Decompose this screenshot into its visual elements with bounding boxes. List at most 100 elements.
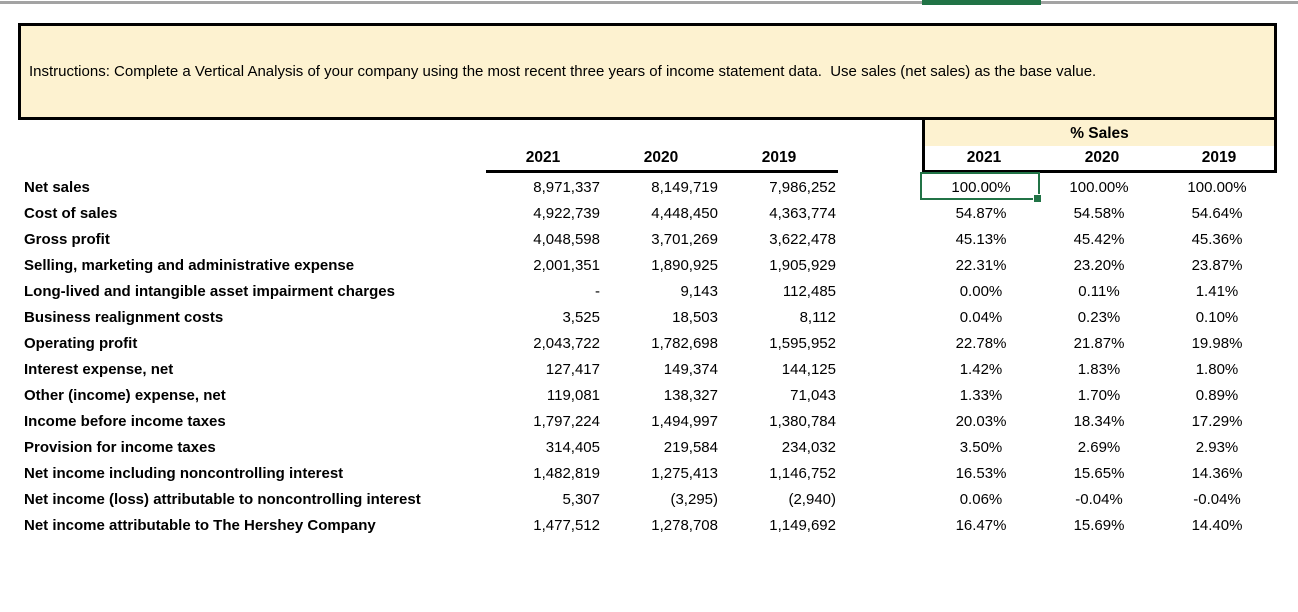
value-cell[interactable]: 1,782,698 [651,335,718,352]
value-cell[interactable]: 8,149,719 [651,179,718,196]
pct-cell[interactable]: 45.36% [1191,231,1243,248]
row-label[interactable]: Net income including noncontrolling inte… [24,465,344,482]
selected-cell-indicator[interactable] [920,172,1041,202]
pct-cell[interactable]: 14.40% [1191,517,1243,534]
row-label[interactable]: Net sales [24,179,90,196]
pct-cell[interactable]: 54.58% [1073,205,1125,222]
value-cell[interactable]: 1,797,224 [533,413,600,430]
row-label[interactable]: Operating profit [24,335,138,352]
pct-cell[interactable]: 22.78% [955,335,1007,352]
row-label[interactable]: Gross profit [24,231,110,248]
row-label[interactable]: Business realignment costs [24,309,224,326]
value-cell[interactable]: 1,278,708 [651,517,718,534]
row-label[interactable]: Provision for income taxes [24,439,216,456]
pct-cell[interactable]: 15.65% [1073,465,1125,482]
pct-cell[interactable]: 23.20% [1073,257,1125,274]
pct-cell[interactable]: 22.31% [955,257,1007,274]
value-cell[interactable]: 3,525 [562,309,600,326]
pct-cell[interactable]: 100.00% [1069,179,1129,196]
pct-cell[interactable]: 21.87% [1073,335,1125,352]
value-cell[interactable]: 1,482,819 [533,465,600,482]
pct-cell[interactable]: 1.80% [1195,361,1239,378]
value-cell[interactable]: 18,503 [672,309,718,326]
pct-cell[interactable]: 100.00% [951,179,1011,196]
pct-cell[interactable]: 54.87% [955,205,1007,222]
pct-cell[interactable]: -0.04% [1193,491,1241,508]
pct-cell[interactable]: 15.69% [1073,517,1125,534]
value-cell[interactable]: 7,986,252 [769,179,836,196]
pct-cell[interactable]: 3.50% [959,439,1003,456]
value-cell[interactable]: (2,940) [788,491,836,508]
value-cell[interactable]: 1,146,752 [769,465,836,482]
pct-cell[interactable]: 20.03% [955,413,1007,430]
fill-handle[interactable] [1033,194,1041,202]
value-cell[interactable]: 1,380,784 [769,413,836,430]
pct-cell[interactable]: 1.42% [959,361,1003,378]
value-cell[interactable]: 1,595,952 [769,335,836,352]
value-cell[interactable]: 1,494,997 [651,413,718,430]
pct-cell[interactable]: 16.47% [955,517,1007,534]
value-cell[interactable]: 8,971,337 [533,179,600,196]
pct-year-header-2019[interactable]: 2019 [1201,149,1237,166]
pct-year-header-2021[interactable]: 2021 [966,149,1002,166]
pct-cell[interactable]: 45.42% [1073,231,1125,248]
pct-cell[interactable]: 45.13% [955,231,1007,248]
value-cell[interactable]: 149,374 [663,361,718,378]
pct-cell[interactable]: 1.70% [1077,387,1121,404]
pct-cell[interactable]: 0.11% [1078,283,1120,300]
pct-cell[interactable]: 0.04% [959,309,1003,326]
pct-year-header-2020[interactable]: 2020 [1084,149,1120,166]
pct-cell[interactable]: 1.83% [1077,361,1121,378]
value-cell[interactable]: 8,112 [799,309,836,326]
year-header-2019[interactable]: 2019 [761,149,797,166]
row-label[interactable]: Selling, marketing and administrative ex… [24,257,355,274]
value-cell[interactable]: 71,043 [790,387,836,404]
value-cell[interactable]: 1,890,925 [651,257,718,274]
pct-cell[interactable]: 14.36% [1191,465,1243,482]
year-header-2020[interactable]: 2020 [643,149,679,166]
pct-cell[interactable]: 54.64% [1191,205,1243,222]
row-label[interactable]: Long-lived and intangible asset impairme… [24,283,395,300]
pct-cell[interactable]: 1.41% [1195,283,1239,300]
row-label[interactable]: Interest expense, net [24,361,174,378]
value-cell[interactable]: 9,143 [680,283,718,300]
value-cell[interactable]: 3,622,478 [769,231,836,248]
pct-cell[interactable]: 23.87% [1191,257,1243,274]
value-cell[interactable]: 3,701,269 [651,231,718,248]
pct-cell[interactable]: 2.93% [1195,439,1239,456]
value-cell[interactable]: 1,477,512 [533,517,600,534]
value-cell[interactable]: 112,485 [782,283,836,300]
year-header-2021[interactable]: 2021 [525,149,561,166]
value-cell[interactable]: 4,048,598 [533,231,600,248]
value-cell[interactable]: (3,295) [670,491,718,508]
value-cell[interactable]: 2,001,351 [533,257,600,274]
value-cell[interactable]: 1,149,692 [769,517,836,534]
pct-cell[interactable]: 100.00% [1187,179,1247,196]
value-cell[interactable]: 4,363,774 [769,205,836,222]
value-cell[interactable]: 219,584 [663,439,718,456]
value-cell[interactable]: 138,327 [663,387,718,404]
value-cell[interactable]: 127,417 [545,361,600,378]
pct-cell[interactable]: 0.00% [959,283,1003,300]
value-cell[interactable]: 1,905,929 [769,257,836,274]
value-cell[interactable]: - [595,283,600,300]
value-cell[interactable]: 119,081 [546,387,600,404]
pct-cell[interactable]: 0.89% [1195,387,1239,404]
value-cell[interactable]: 5,307 [562,491,600,508]
pct-cell[interactable]: 17.29% [1191,413,1243,430]
pct-cell[interactable]: -0.04% [1075,491,1123,508]
value-cell[interactable]: 144,125 [781,361,836,378]
pct-cell[interactable]: 0.06% [959,491,1003,508]
pct-cell[interactable]: 18.34% [1073,413,1125,430]
pct-cell[interactable]: 1.33% [959,387,1003,404]
value-cell[interactable]: 1,275,413 [651,465,718,482]
pct-cell[interactable]: 2.69% [1077,439,1121,456]
pct-cell[interactable]: 16.53% [955,465,1007,482]
row-label[interactable]: Income before income taxes [24,413,226,430]
pct-cell[interactable]: 19.98% [1191,335,1243,352]
row-label[interactable]: Other (income) expense, net [24,387,226,404]
row-label[interactable]: Cost of sales [24,205,118,222]
value-cell[interactable]: 314,405 [545,439,600,456]
row-label[interactable]: Net income (loss) attributable to noncon… [24,491,421,508]
value-cell[interactable]: 4,448,450 [651,205,718,222]
